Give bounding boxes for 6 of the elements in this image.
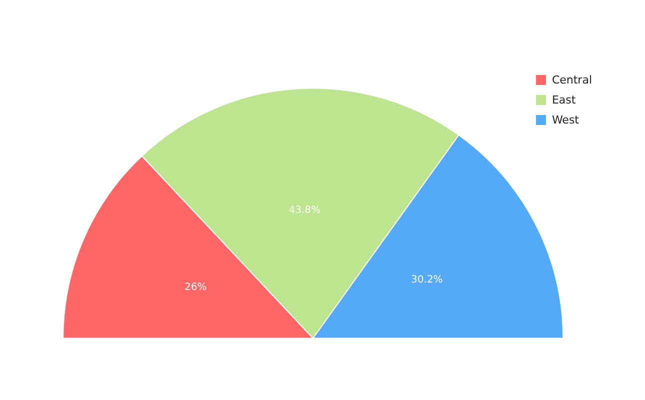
legend-label: East xyxy=(552,94,576,106)
data-label: 43.8% xyxy=(288,205,321,216)
legend-label: Central xyxy=(552,74,592,86)
legend-label: West xyxy=(552,114,580,126)
data-label: 30.2% xyxy=(411,274,443,286)
data-label: 26% xyxy=(184,282,207,293)
